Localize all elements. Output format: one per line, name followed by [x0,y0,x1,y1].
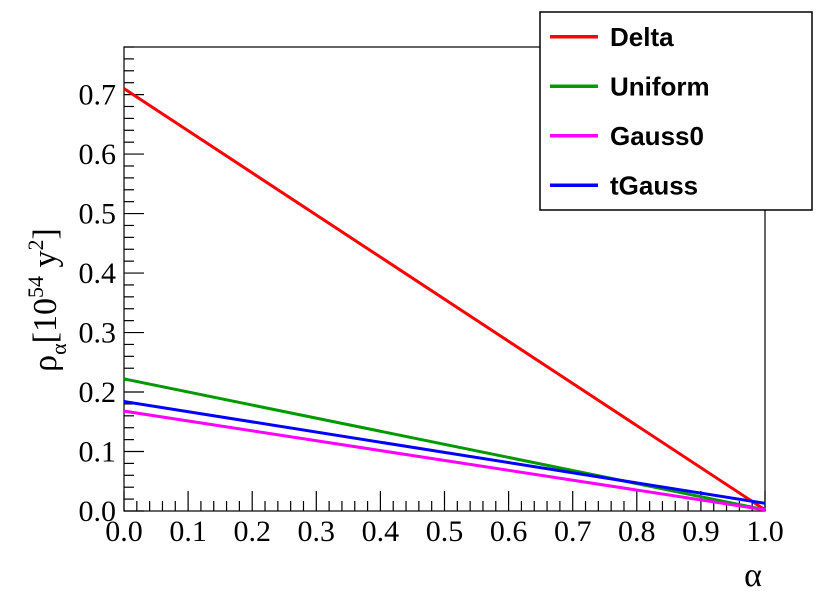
series-line-uniform [123,377,766,512]
legend-label: tGauss [610,170,698,200]
y-tick-label: 0.4 [79,257,117,290]
x-tick-label: 0.7 [554,515,592,548]
legend: Delta Uniform Gauss0 tGauss [539,11,813,211]
series-line-tgauss [123,400,766,505]
x-tick-label: 0.0 [105,515,143,548]
y-tick-label: 0.0 [79,495,117,528]
y-tick-label: 0.1 [79,436,117,469]
series-line-gauss0 [123,409,766,512]
y-tick-label: 0.2 [79,376,117,409]
y-tick-label: 0.3 [79,317,117,350]
x-tick-label: 1.0 [746,515,784,548]
y-axis-unit-open: [10 [27,298,64,343]
y-axis-unit-exponent: 54 [23,276,48,298]
legend-box [539,11,813,211]
x-tick-label: 0.4 [362,515,400,548]
tick-labels: 0.0 0.1 0.2 0.3 0.4 0.5 0.6 0.7 0.8 0.9 1.0 0.0 0.1 0… [79,79,784,548]
y-axis-unit-close: ] [27,228,64,239]
y-axis-subscript: α [46,343,71,355]
y-axis-symbol: ρ [27,355,64,372]
x-tick-label: 0.6 [490,515,528,548]
y-axis-unit-exponent2: 2 [23,240,48,251]
x-tick-label: 0.9 [682,515,720,548]
x-axis-label: α [744,557,762,594]
y-tick-label: 0.5 [79,198,117,231]
x-tick-label: 0.8 [618,515,656,548]
x-tick-label: 0.2 [233,515,271,548]
y-tick-label: 0.6 [79,138,117,171]
x-tick-label: 0.1 [169,515,207,548]
y-axis-label: ρα[1054 y2] [23,228,71,372]
x-tick-label: 0.3 [298,515,336,548]
y-axis-unit-mid: y [27,251,64,277]
legend-label: Gauss0 [610,121,704,151]
series-line-delta [123,87,766,512]
legend-label: Delta [610,22,674,52]
legend-label: Uniform [610,71,710,101]
y-tick-label: 0.7 [79,79,117,112]
series-lines [123,87,766,512]
x-tick-label: 0.5 [426,515,464,548]
